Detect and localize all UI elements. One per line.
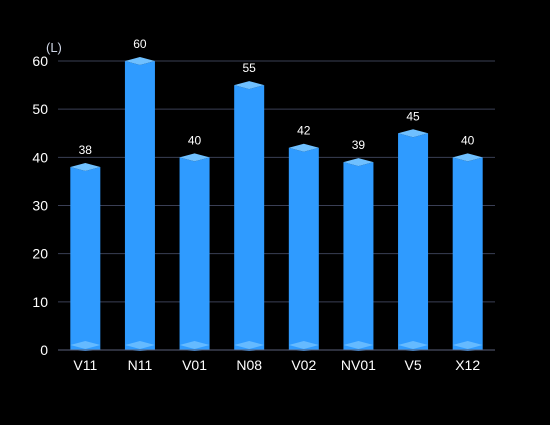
x-tick-label: V11 (73, 357, 97, 373)
bar-base-cap (234, 341, 265, 349)
bar-body (124, 61, 155, 351)
data-label: 38 (79, 143, 93, 157)
bar-base-cap (398, 341, 429, 349)
data-label: 39 (352, 138, 366, 152)
bar-nv01[interactable]: 39 (343, 138, 374, 351)
bar-body (452, 157, 483, 351)
bar-body (70, 166, 101, 351)
data-label: 40 (188, 133, 202, 147)
y-tick-label: 20 (32, 246, 48, 262)
bar-top-cap (343, 158, 374, 167)
data-label: 40 (461, 133, 475, 147)
x-tick-label: V5 (405, 357, 422, 373)
bar-body (179, 157, 210, 351)
x-tick-label: X12 (455, 357, 480, 373)
y-tick-label: 60 (32, 53, 48, 69)
y-tick-label: 0 (40, 342, 48, 358)
bar-body (234, 85, 265, 351)
bar-x12[interactable]: 40 (452, 133, 483, 351)
y-axis-ticks: 0 10 20 30 40 50 60 (32, 53, 48, 358)
y-tick-label: 40 (32, 149, 48, 165)
bar-base-cap (124, 341, 155, 349)
data-label: 55 (243, 61, 257, 75)
bar-body (343, 162, 374, 351)
x-tick-label: N11 (128, 357, 153, 373)
bars: 38 60 40 55 42 39 45 40 (70, 37, 483, 351)
bar-base-cap (179, 341, 210, 349)
x-tick-label: N08 (236, 357, 262, 373)
bar-top-cap (288, 143, 319, 152)
bar-v01[interactable]: 40 (179, 133, 210, 351)
bar-top-cap (179, 153, 210, 162)
bar-base-cap (452, 341, 483, 349)
bar-base-cap (70, 341, 101, 349)
bar-n08[interactable]: 55 (234, 61, 265, 351)
data-label: 42 (297, 124, 311, 138)
x-tick-label: NV01 (341, 357, 376, 373)
bar-v11[interactable]: 38 (70, 143, 101, 351)
y-axis-unit-label: (L) (46, 40, 62, 55)
grid-lines (58, 60, 495, 303)
data-label: 60 (133, 37, 147, 51)
bar-top-cap (124, 57, 155, 65)
bar-top-cap (234, 81, 265, 90)
bar-top-cap (398, 129, 429, 138)
y-tick-label: 30 (32, 198, 48, 214)
bar-v02[interactable]: 42 (288, 124, 319, 351)
y-tick-label: 10 (32, 294, 48, 310)
bar-base-cap (343, 341, 374, 349)
bar-top-cap (452, 153, 483, 162)
data-label: 45 (406, 109, 420, 123)
x-tick-label: V02 (291, 357, 316, 373)
x-axis-ticks: V11 N11 V01 N08 V02 NV01 V5 X12 (73, 357, 480, 373)
bar-v5[interactable]: 45 (398, 109, 429, 351)
x-tick-label: V01 (182, 357, 207, 373)
bar-n11[interactable]: 60 (124, 37, 155, 351)
bar-body (288, 147, 319, 351)
bar-base-cap (288, 341, 319, 349)
y-tick-label: 50 (32, 101, 48, 117)
bar-top-cap (70, 162, 101, 171)
bar-body (398, 133, 429, 351)
